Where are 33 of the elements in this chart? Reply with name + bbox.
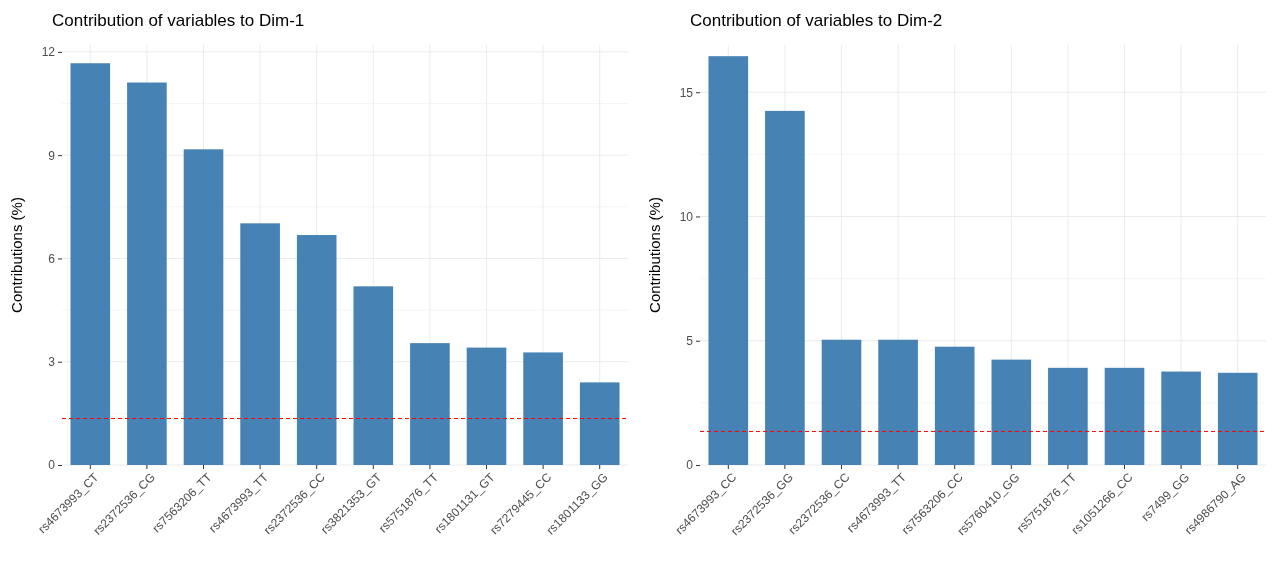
bar	[127, 82, 167, 465]
y-tick-label: 9	[48, 148, 56, 163]
bar	[821, 339, 862, 465]
bar	[1161, 371, 1201, 465]
bar	[1104, 367, 1145, 465]
y-tick-label: 15	[679, 85, 694, 100]
bar	[934, 346, 975, 465]
y-tick-label: 6	[48, 251, 56, 266]
chart-title: Contribution of variables to Dim-2	[690, 11, 943, 30]
bar	[878, 339, 918, 465]
bar	[183, 149, 224, 465]
y-axis-title: Contributions (%)	[8, 197, 25, 313]
y-tick-label: 10	[679, 209, 694, 224]
bar	[523, 352, 563, 465]
bar	[240, 223, 280, 465]
y-tick-label: 0	[48, 458, 56, 473]
y-axis-title: Contributions (%)	[646, 197, 663, 313]
bar	[466, 347, 507, 465]
bar	[765, 110, 805, 465]
y-tick-label: 0	[686, 458, 694, 473]
bar	[579, 382, 620, 465]
y-tick-label: 12	[41, 45, 56, 60]
y-tick-label: 3	[48, 355, 56, 370]
bar	[991, 359, 1032, 465]
bar	[410, 343, 450, 465]
chart-title: Contribution of variables to Dim-1	[52, 11, 305, 30]
bar	[296, 235, 337, 465]
bar	[708, 56, 749, 465]
y-tick-label: 5	[686, 334, 694, 349]
bar	[1217, 372, 1258, 465]
bar	[1048, 367, 1088, 465]
bar	[353, 286, 394, 465]
bar	[70, 63, 111, 465]
